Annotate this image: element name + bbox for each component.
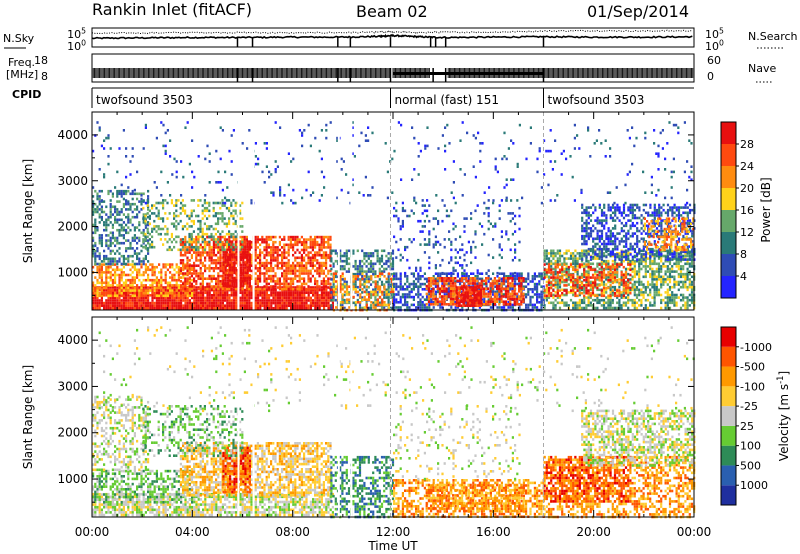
freq-right-tick-0: 60 — [707, 54, 721, 67]
power-panel-colorbar-swatch-3 — [721, 210, 736, 232]
power-panel-ytick-0: 1000 — [57, 265, 88, 279]
power-panel-colorbar-tick-4: 20 — [740, 182, 754, 195]
velocity-panel-colorbar-swatch-5 — [721, 386, 736, 407]
noise-right-tick-1: 100 — [705, 39, 724, 53]
velocity-xtick-6: 00:00 — [677, 525, 712, 539]
velocity-colorbar-label: Velocity [m s-1] — [775, 371, 791, 461]
power-panel-colorbar-swatch-5 — [721, 166, 736, 188]
freq-right-tick-1: 0 — [707, 70, 714, 83]
velocity-panel-colorbar-swatch-7 — [721, 346, 736, 367]
noise-right-tick-0: 105 — [705, 27, 724, 41]
velocity-panel-colorbar-tick-5: -100 — [740, 380, 765, 393]
freq-left-label: Freq. — [8, 56, 35, 69]
power-panel-colorbar-swatch-1 — [721, 254, 736, 276]
power-panel-colorbar-swatch-7 — [721, 122, 736, 144]
chart-title: Rankin Inlet (fitACF) — [92, 0, 253, 19]
power-panel-ytick-3: 4000 — [57, 128, 88, 142]
power-panel-colorbar-tick-5: 24 — [740, 160, 754, 173]
power-panel-ytick-1: 2000 — [57, 220, 88, 234]
power-panel-colorbar-tick-2: 12 — [740, 226, 754, 239]
noise-left-tick-0: 105 — [67, 27, 86, 41]
freq-left-tick-1: 8 — [41, 70, 48, 83]
freq-series-fast — [393, 72, 544, 75]
freq-right-label: Nave — [748, 62, 776, 75]
freq-left-unit: [MHz] — [6, 68, 38, 81]
velocity-panel-colorbar-swatch-0 — [721, 485, 736, 505]
velocity-panel-colorbar-tick-2: 100 — [740, 440, 761, 453]
power-panel-colorbar-swatch-6 — [721, 144, 736, 166]
velocity-panel-ytick-3: 4000 — [57, 333, 88, 347]
beam-label: Beam 02 — [356, 2, 428, 21]
velocity-panel-colorbar-swatch-8 — [721, 327, 736, 347]
power-panel-cells — [91, 112, 739, 312]
velocity-panel-colorbar-frame — [720, 326, 737, 506]
velocity-panel-colorbar-tick-4: -25 — [740, 400, 758, 413]
cpid-segment-1: normal (fast) 151 — [394, 93, 498, 107]
noise-panel-frame — [91, 27, 695, 48]
cpid-segment-2: twofsound 3503 — [548, 93, 645, 107]
power-panel-colorbar-swatch-4 — [721, 188, 736, 210]
velocity-xtick-3: 12:00 — [376, 525, 411, 539]
noise-left-tick-1: 100 — [67, 39, 86, 53]
date-label: 01/Sep/2014 — [587, 2, 690, 21]
noise-series-1 — [91, 29, 693, 35]
freq-series-band — [91, 68, 694, 78]
power-panel-colorbar-tick-6: 28 — [740, 138, 754, 151]
velocity-panel-colorbar-tick-3: 25 — [740, 420, 754, 433]
velocity-panel-ytick-2: 3000 — [57, 379, 88, 393]
velocity-xlabel: Time UT — [367, 539, 418, 553]
power-panel-colorbar-tick-3: 16 — [740, 204, 754, 217]
power-panel-colorbar-frame — [720, 121, 737, 299]
velocity-panel-colorbar-swatch-3 — [721, 425, 736, 446]
velocity-panel-colorbar-swatch-4 — [721, 406, 736, 426]
velocity-panel-colorbar-swatch-1 — [721, 465, 736, 486]
velocity-panel-ylabel: Slant Range [km] — [21, 365, 35, 469]
velocity-panel-ytick-1: 2000 — [57, 426, 88, 440]
velocity-panel-frame — [91, 316, 695, 518]
noise-left-label: N.Sky — [3, 32, 35, 45]
velocity-xtick-0: 00:00 — [75, 525, 110, 539]
power-panel-colorbar-swatch-2 — [721, 232, 736, 254]
cpid-label: CPID — [12, 88, 41, 101]
power-panel-ytick-2: 3000 — [57, 174, 88, 188]
velocity-xtick-1: 04:00 — [175, 525, 210, 539]
cpid-segment-0: twofsound 3503 — [96, 93, 193, 107]
noise-series-0 — [91, 33, 693, 40]
velocity-panel-colorbar-tick-1: 500 — [740, 459, 761, 472]
velocity-panel-colorbar-swatch-6 — [721, 366, 736, 387]
velocity-panel-ytick-0: 1000 — [57, 472, 88, 486]
power-panel-colorbar-tick-1: 8 — [740, 248, 747, 261]
freq-left-tick-0: 18 — [34, 54, 48, 67]
power-panel-ylabel: Slant Range [km] — [21, 159, 35, 263]
velocity-xtick-4: 16:00 — [476, 525, 511, 539]
velocity-panel-colorbar-tick-0: 1000 — [740, 479, 768, 492]
power-panel-frame — [91, 111, 695, 311]
velocity-panel-cells — [91, 317, 739, 519]
velocity-xtick-2: 08:00 — [275, 525, 310, 539]
velocity-xtick-5: 20:00 — [576, 525, 611, 539]
power-panel-colorbar-tick-0: 4 — [740, 270, 747, 283]
power-panel-colorbar-swatch-0 — [721, 276, 736, 298]
velocity-panel-colorbar-tick-7: -1000 — [740, 341, 772, 354]
velocity-panel-colorbar-swatch-2 — [721, 445, 736, 466]
velocity-panel-colorbar-tick-6: -500 — [740, 361, 765, 374]
power-colorbar-label: Power [dB] — [759, 177, 773, 242]
noise-right-label: N.Search — [748, 30, 798, 43]
